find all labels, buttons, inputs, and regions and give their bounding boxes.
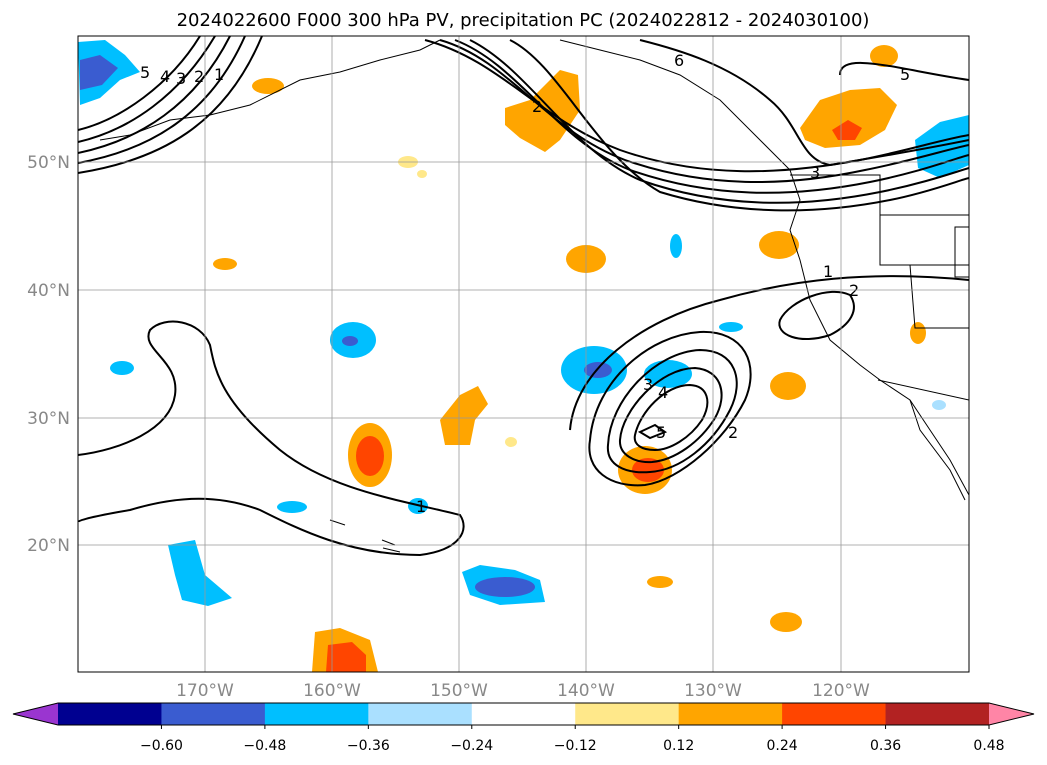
colorbar-cell <box>161 703 266 725</box>
colorbar-tick-label: −0.12 <box>554 738 597 754</box>
lon-label-140w: 140°W <box>557 681 615 701</box>
colorbar-cell <box>782 703 887 725</box>
coastlines <box>99 39 969 553</box>
lon-label-170w: 170°W <box>176 681 234 701</box>
colorbar-extend-max <box>989 703 1034 725</box>
lat-label-30n: 30°N <box>27 409 70 429</box>
lon-label-130w: 130°W <box>684 681 742 701</box>
colorbar-cell <box>368 703 473 725</box>
pos-anomaly-blob <box>505 70 580 152</box>
contour-label: 2 <box>849 281 859 300</box>
lat-label-20n: 20°N <box>27 536 70 556</box>
lat-label-40n: 40°N <box>27 281 70 301</box>
colorbar-tick-label: 0.24 <box>767 738 798 754</box>
colorbar-cell <box>885 703 990 725</box>
colorbar-cell <box>264 703 369 725</box>
lat-labels: 50°N 40°N 30°N 20°N <box>27 153 70 556</box>
colorbar-tick-label: −0.36 <box>347 738 390 754</box>
lat-label-50n: 50°N <box>27 153 70 173</box>
colorbar-tick-label: −0.60 <box>140 738 183 754</box>
contour-label: 5 <box>656 423 666 442</box>
gridlines <box>78 36 969 672</box>
colorbar-extend-min <box>13 703 58 725</box>
contour-label: 1 <box>416 497 426 516</box>
contour-labels: 5 4 3 2 1 2 6 5 3 1 2 3 4 5 2 1 <box>140 51 910 516</box>
contour-label: 1 <box>823 262 833 281</box>
contour-label: 4 <box>160 67 170 86</box>
colorbar-tick-label: −0.48 <box>243 738 286 754</box>
contour-label: 5 <box>140 63 150 82</box>
contour-label: 3 <box>810 163 820 182</box>
lon-label-150w: 150°W <box>430 681 488 701</box>
colorbar-tick-label: 0.48 <box>973 738 1004 754</box>
contour-label: 4 <box>658 383 668 402</box>
colorbar-cell <box>471 703 576 725</box>
lon-label-120w: 120°W <box>812 681 870 701</box>
contour-label: 1 <box>214 65 224 84</box>
contour-label: 5 <box>900 65 910 84</box>
colorbar-tick-label: −0.24 <box>450 738 493 754</box>
map-title: 2024022600 F000 300 hPa PV, precipitatio… <box>177 10 870 31</box>
lon-labels: 170°W 160°W 150°W 140°W 130°W 120°W <box>176 681 870 701</box>
contour-label: 2 <box>728 423 738 442</box>
colorbar: −0.60 −0.48 −0.36 −0.24 −0.12 0.12 0.24 0.36 0.4… <box>12 702 1035 754</box>
precip-shading <box>78 40 969 672</box>
colorbar-cell <box>678 703 783 725</box>
contour-label: 3 <box>643 375 653 394</box>
contour-label: 2 <box>532 97 542 116</box>
plot-area: 5 4 3 2 1 2 6 5 3 1 2 3 4 5 2 1 <box>78 36 969 672</box>
contour-label: 6 <box>674 51 684 70</box>
colorbar-tick-label: 0.36 <box>870 738 901 754</box>
colorbar-cell <box>58 703 162 725</box>
contour-label: 3 <box>176 69 186 88</box>
colorbar-tick-label: 0.12 <box>663 738 694 754</box>
lon-label-160w: 160°W <box>303 681 361 701</box>
contour-label: 2 <box>194 67 204 86</box>
colorbar-cell <box>575 703 680 725</box>
pv-contours <box>78 36 969 557</box>
plot-frame <box>77 35 970 673</box>
